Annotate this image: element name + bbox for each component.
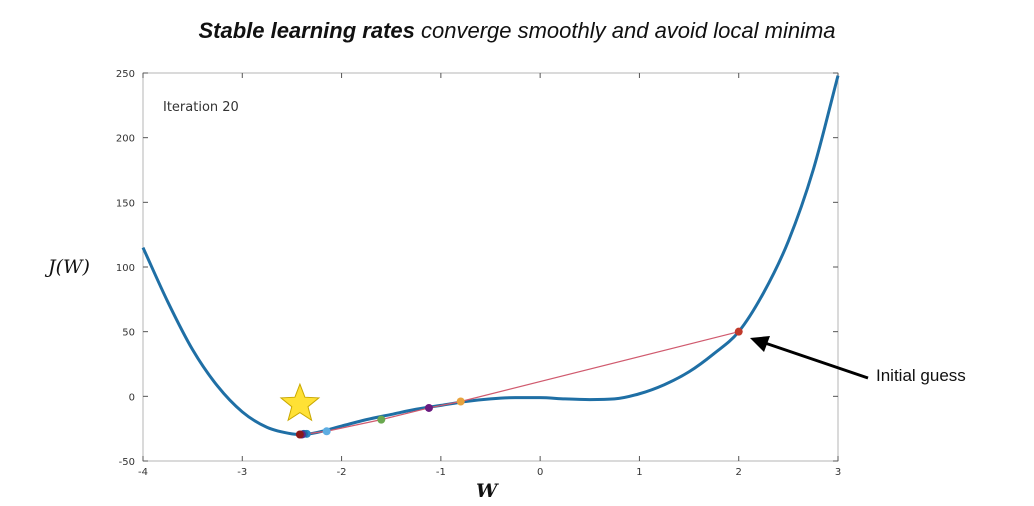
x-tick-label: 3 xyxy=(835,467,841,478)
y-tick-label: 200 xyxy=(116,134,135,145)
slide-title-rest: converge smoothly and avoid local minima xyxy=(414,18,836,43)
x-tick-label: 1 xyxy=(636,467,642,478)
plot-frame xyxy=(142,72,839,462)
step-point xyxy=(424,403,433,412)
iteration-label: Iteration 20 xyxy=(163,100,239,115)
x-tick-label: 2 xyxy=(736,467,742,478)
callout-arrow-head xyxy=(750,336,770,352)
callout-arrow xyxy=(750,336,869,380)
x-tick-label: 0 xyxy=(537,467,543,478)
y-tick-label: 250 xyxy=(116,69,135,80)
step-point xyxy=(377,415,386,424)
minimum-star-icon xyxy=(279,382,321,422)
slide-title: Stable learning rates converge smoothly … xyxy=(0,18,1034,44)
x-tick-label: -4 xyxy=(138,467,148,478)
y-axis-label: J(W) xyxy=(48,256,90,278)
x-tick-label: -3 xyxy=(237,467,247,478)
step-point xyxy=(295,430,304,439)
loss-curve xyxy=(141,75,840,436)
y-tick-label: 50 xyxy=(122,328,135,339)
y-tick-label: 150 xyxy=(116,198,135,209)
initial-guess-label: Initial guess xyxy=(876,366,966,385)
step-point xyxy=(734,327,743,336)
y-tick-label: 0 xyxy=(129,392,135,403)
step-point xyxy=(322,427,331,436)
x-tick-label: -2 xyxy=(337,467,347,478)
x-axis-label: W xyxy=(476,480,498,502)
slide-title-emphasis: Stable learning rates xyxy=(198,18,415,43)
y-tick-label: -50 xyxy=(119,457,135,468)
callout-arrow-line xyxy=(764,341,869,380)
step-point xyxy=(456,397,465,406)
y-tick-label: 100 xyxy=(116,263,135,274)
x-tick-label: -1 xyxy=(436,467,446,478)
